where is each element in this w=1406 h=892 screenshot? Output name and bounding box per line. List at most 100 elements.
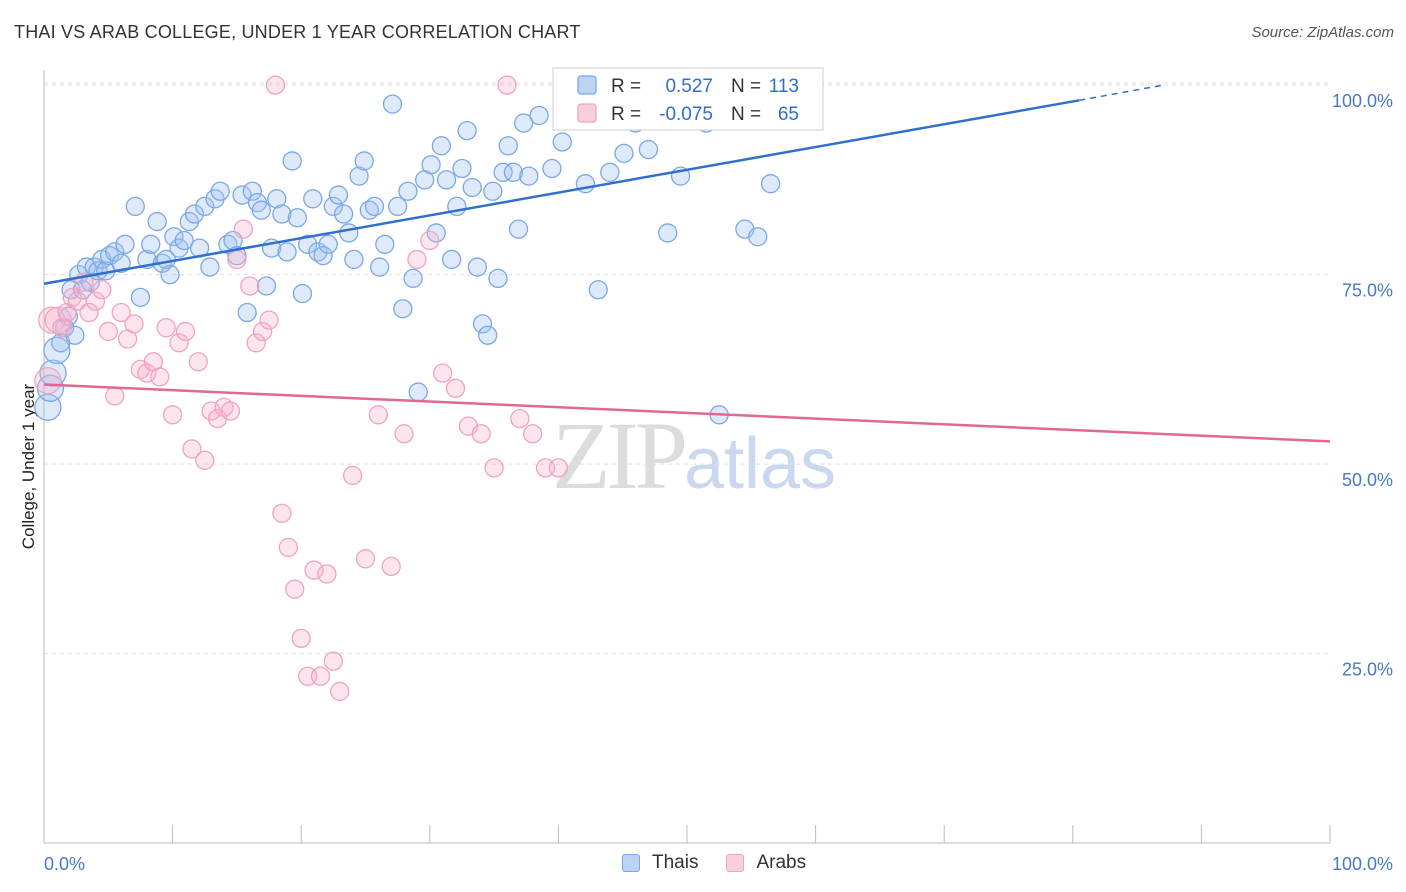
arabs-point-41 xyxy=(291,628,311,649)
y-axis-title: College, Under 1 year xyxy=(19,383,38,549)
arabs-point-38 xyxy=(272,503,292,523)
thais-trend-extension xyxy=(1079,84,1163,102)
source-credit: Source: ZipAtlas.com xyxy=(1251,24,1394,41)
thais-point-84 xyxy=(452,158,472,179)
thais-point-91 xyxy=(488,268,508,289)
x-tick-label-right: 100.0% xyxy=(1332,854,1393,874)
thais-point-20 xyxy=(115,234,135,254)
thais-point-70 xyxy=(375,234,395,254)
thais-legend-swatch xyxy=(577,75,597,95)
thais-point-100 xyxy=(552,132,572,152)
x-tick-label-left: 0.0% xyxy=(44,854,85,874)
thais-point-99 xyxy=(542,158,562,179)
thais-point-61 xyxy=(328,185,349,205)
arabs-point-61 xyxy=(510,408,530,429)
arabs-point-19 xyxy=(150,367,170,387)
arabs-point-12 xyxy=(105,386,125,406)
thais-point-88 xyxy=(472,314,493,334)
y-tick-label-1: 50.0% xyxy=(1342,470,1393,490)
arabs-swatch xyxy=(726,854,745,872)
thais-point-51 xyxy=(277,242,297,262)
thais-point-95 xyxy=(508,219,529,239)
thais-point-78 xyxy=(421,155,441,175)
thais-point-64 xyxy=(344,249,364,270)
chart-title: THAI VS ARAB COLLEGE, UNDER 1 YEAR CORRE… xyxy=(14,22,581,42)
arabs-point-8 xyxy=(79,302,99,323)
thais-point-38 xyxy=(210,181,230,201)
arabs-point-5 xyxy=(62,287,82,308)
arabs-n-value: 65 xyxy=(778,104,799,125)
arabs-point-23 xyxy=(175,321,196,342)
thais-point-85 xyxy=(457,120,477,141)
arabs-point-44 xyxy=(310,666,331,686)
legend-item-arabs[interactable]: Arabs xyxy=(726,852,806,874)
arabs-point-36 xyxy=(259,310,279,330)
arabs-point-50 xyxy=(368,405,389,425)
thais-point-28 xyxy=(160,264,180,285)
watermark: ZIPatlas xyxy=(552,400,836,511)
thais-point-98 xyxy=(529,105,549,126)
thais-point-44 xyxy=(242,181,262,201)
arabs-point-35 xyxy=(252,321,273,342)
thais-point-86 xyxy=(462,177,482,198)
thais-point-81 xyxy=(436,170,457,190)
thais-point-82 xyxy=(442,249,462,270)
arabs-point-32 xyxy=(233,219,253,239)
thais-point-43 xyxy=(237,302,257,323)
thais-point-89 xyxy=(478,325,498,345)
thais-point-55 xyxy=(297,234,318,254)
arabs-point-60 xyxy=(497,75,517,95)
thais-point-80 xyxy=(431,136,452,156)
arabs-point-47 xyxy=(330,681,350,702)
thais-point-54 xyxy=(292,283,313,304)
thais-point-35 xyxy=(195,196,215,217)
thais-point-67 xyxy=(359,200,380,220)
arabs-point-55 xyxy=(433,363,453,383)
legend-label-thais: Thais xyxy=(652,852,699,873)
thais-point-97 xyxy=(519,166,539,186)
thais-point-56 xyxy=(303,189,323,209)
arabs-point-62 xyxy=(523,424,543,444)
bottom-legend: Thais Arabs xyxy=(622,852,834,874)
legend-box: R = 0.527 N = 113 R = -0.075 N = 65 xyxy=(552,67,824,131)
legend-frame xyxy=(552,67,824,131)
thais-point-68 xyxy=(364,196,385,217)
thais-point-53 xyxy=(287,208,307,228)
thais-r-label: R = xyxy=(611,76,641,97)
thais-n-value: 113 xyxy=(769,76,799,97)
arabs-point-15 xyxy=(124,314,144,334)
thais-n-label: N = xyxy=(731,76,761,97)
arabs-point-10 xyxy=(92,280,112,300)
arabs-r-value: -0.075 xyxy=(659,104,713,125)
legend-item-thais[interactable]: Thais xyxy=(622,852,698,874)
arabs-point-39 xyxy=(278,537,298,558)
arabs-point-49 xyxy=(355,549,376,569)
thais-point-66 xyxy=(354,151,374,171)
thais-point-94 xyxy=(503,162,524,182)
thais-point-21 xyxy=(125,196,145,217)
arabs-point-51 xyxy=(381,556,401,577)
arabs-point-40 xyxy=(285,579,305,599)
thais-point-74 xyxy=(398,181,418,201)
thais-point-96 xyxy=(514,113,534,133)
thais-point-72 xyxy=(387,196,408,217)
arabs-point-54 xyxy=(420,230,440,251)
arabs-point-37 xyxy=(265,75,286,95)
arabs-point-22 xyxy=(169,333,189,353)
thais-point-10 xyxy=(72,280,93,300)
arabs-point-58 xyxy=(471,424,491,444)
thais-point-65 xyxy=(349,166,369,186)
thais-point-33 xyxy=(184,204,205,224)
arabs-point-46 xyxy=(323,651,344,671)
thais-point-87 xyxy=(467,257,488,277)
arabs-point-21 xyxy=(162,405,183,425)
thais-point-69 xyxy=(369,257,390,277)
thais-point-63 xyxy=(339,223,359,243)
arabs-point-26 xyxy=(195,450,215,470)
arabs-point-30 xyxy=(220,401,241,421)
trend-layer xyxy=(43,84,1331,443)
arabs-point-24 xyxy=(182,439,202,459)
arabs-r-label: R = xyxy=(611,104,641,125)
thais-point-47 xyxy=(256,276,277,296)
thais-point-116 xyxy=(760,174,781,194)
